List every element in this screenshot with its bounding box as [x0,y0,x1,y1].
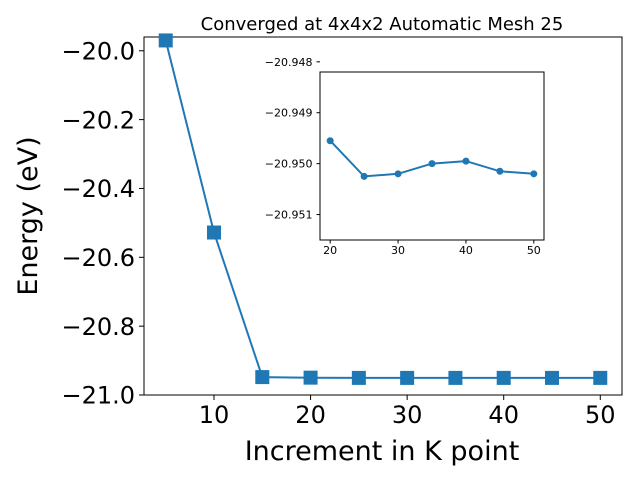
main-series-line [164,40,601,379]
inset-x-tick-label: 50 [527,244,541,257]
main-y-tick-label: −20.4 [61,175,135,203]
main-y-tick-label: −20.8 [61,313,135,341]
main-x-tick-label: 40 [488,401,519,429]
x-axis-label: Increment in K point [245,436,520,467]
inset-data-point [462,157,470,165]
main-data-point [303,370,318,385]
inset-axis-ticks: 20 30 40 50 −20.951 −20.950 −20.949 −20.948 [265,56,541,257]
inset-x-tick-label: 30 [391,244,405,257]
main-x-tick-label: 10 [199,401,230,429]
main-data-point [448,370,463,385]
y-axis-label: Energy (eV) [13,136,44,295]
main-data-point [207,225,222,240]
inset-y-tick-label: −20.950 [265,158,313,171]
main-data-point [351,370,366,385]
main-data-point [544,370,559,385]
main-axis-ticks: 10 20 30 40 50 −20.0 −20.2 −20.4 −20.6 −20.8 −21.0 [61,37,615,428]
inset-x-tick-label: 40 [459,244,473,257]
main-data-point [255,370,270,385]
main-x-tick-label: 50 [585,401,616,429]
inset-y-tick-label: −20.948 [265,56,313,69]
inset-data-point [530,170,538,178]
main-y-tick-label: −20.0 [61,37,135,65]
main-x-tick-label: 20 [295,401,326,429]
inset-y-tick-label: −20.949 [265,107,313,120]
inset-data-point [428,160,436,168]
main-data-point [400,370,415,385]
main-x-tick-label: 30 [392,401,423,429]
main-y-tick-label: −20.6 [61,244,135,272]
main-y-tick-label: −21.0 [61,382,135,410]
main-data-point [496,370,511,385]
inset-data-point [326,137,334,145]
main-data-point [158,33,173,48]
inset-data-point [496,167,504,175]
inset-series [326,137,538,180]
inset-data-point [394,170,402,178]
inset-axes-frame [319,71,545,241]
chart-title: Converged at 4x4x2 Automatic Mesh 25 [201,14,564,35]
main-data-point [593,370,608,385]
main-series [158,33,608,385]
inset-data-point [360,172,368,180]
main-y-tick-label: −20.2 [61,106,135,134]
inset-x-tick-label: 20 [323,244,337,257]
inset-y-tick-label: −20.951 [265,209,313,222]
